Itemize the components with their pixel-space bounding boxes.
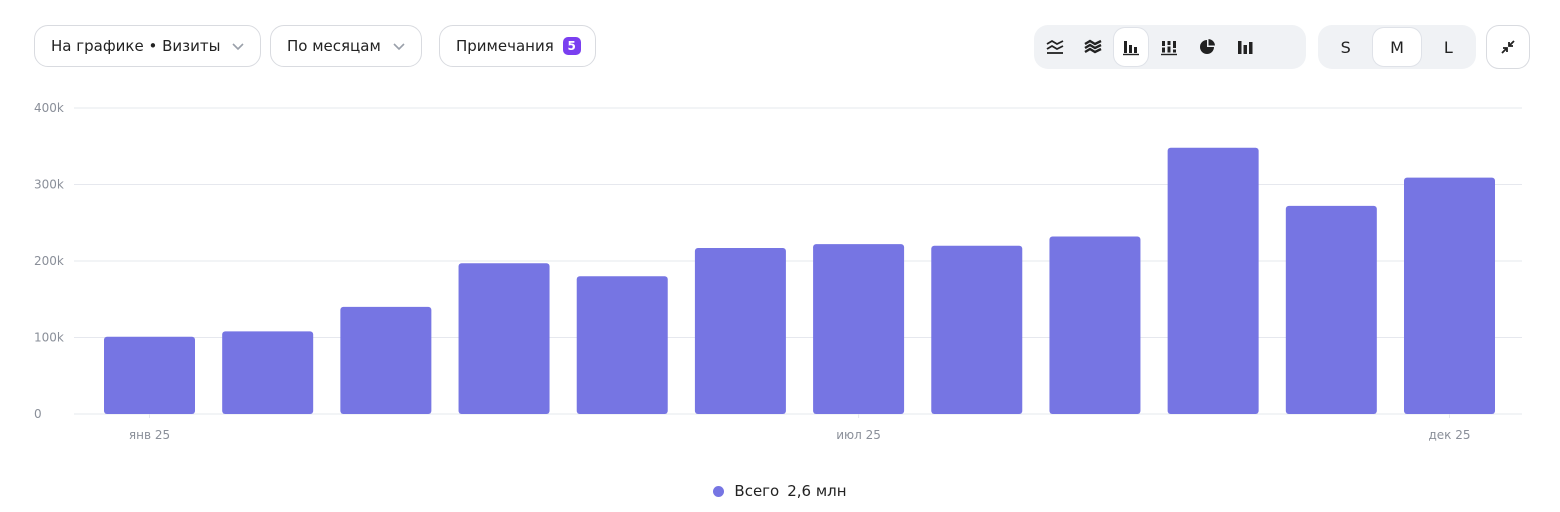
stacked-area-icon — [1084, 39, 1102, 54]
y-tick-label: 300k — [34, 178, 64, 192]
notes-count-badge: 5 — [562, 37, 581, 55]
legend-total: 2,6 млн — [787, 482, 847, 500]
chart-type-switcher — [1034, 25, 1306, 69]
pie-chart-icon — [1200, 39, 1215, 54]
y-tick-label: 0 — [34, 407, 42, 421]
bar — [1167, 147, 1259, 414]
size-option-label: L — [1443, 37, 1453, 57]
bar-chart-icon — [1123, 41, 1139, 56]
bar — [222, 331, 314, 414]
bar — [1403, 177, 1495, 414]
bar — [576, 276, 668, 414]
line-chart-icon — [1046, 39, 1064, 54]
bar — [340, 306, 432, 414]
metric-dropdown-label: На графике • Визиты — [51, 37, 221, 55]
stacked-bar-icon — [1161, 41, 1177, 56]
y-tick-label: 400k — [34, 101, 64, 115]
bar — [931, 245, 1023, 414]
chart-type-line[interactable] — [1038, 28, 1072, 66]
chart-type-stacked-area[interactable] — [1076, 28, 1110, 66]
x-tick-label: июл 25 — [836, 428, 881, 442]
y-tick-label: 100k — [34, 331, 64, 345]
bar — [458, 263, 550, 414]
chart-toolbar: На графике • Визиты По месяцам Примечани… — [34, 25, 1530, 69]
collapse-icon — [1501, 40, 1515, 54]
period-dropdown-label: По месяцам — [287, 37, 381, 55]
legend-series-name: Всего — [734, 482, 780, 500]
collapse-button[interactable] — [1486, 25, 1530, 69]
chart-type-pie[interactable] — [1190, 28, 1224, 66]
notes-button[interactable]: Примечания 5 — [439, 25, 596, 67]
chart-legend: Всего 2,6 млн — [0, 482, 1560, 500]
size-option-m[interactable]: M — [1373, 28, 1421, 66]
metric-dropdown[interactable]: На графике • Визиты — [34, 25, 262, 67]
chart-type-bar[interactable] — [1114, 28, 1148, 66]
x-tick-label: янв 25 — [129, 428, 170, 442]
legend-swatch — [713, 485, 725, 497]
bar — [1285, 205, 1377, 414]
chart-type-column[interactable] — [1228, 28, 1262, 66]
column-chart-icon — [1238, 41, 1253, 54]
period-dropdown[interactable]: По месяцам — [270, 25, 422, 67]
bar — [694, 247, 786, 414]
visits-bar-chart: 0 100k 200k 300k 400k янв 25 июл 25 дек 25 — [34, 101, 1522, 442]
chevron-down-icon — [393, 43, 405, 51]
chart-size-switcher: S M L — [1318, 25, 1476, 69]
chart-type-stacked-bar[interactable] — [1152, 28, 1186, 66]
x-tick-label: дек 25 — [1428, 428, 1470, 442]
bar — [813, 244, 905, 414]
y-tick-label: 200k — [34, 254, 64, 268]
size-option-s[interactable]: S — [1322, 28, 1369, 66]
bar — [104, 336, 196, 414]
size-option-label: S — [1340, 37, 1351, 57]
bar — [1049, 236, 1141, 414]
chevron-down-icon — [232, 43, 245, 51]
notes-button-label: Примечания — [456, 37, 554, 55]
size-option-label: M — [1390, 37, 1404, 57]
size-option-l[interactable]: L — [1425, 28, 1472, 66]
